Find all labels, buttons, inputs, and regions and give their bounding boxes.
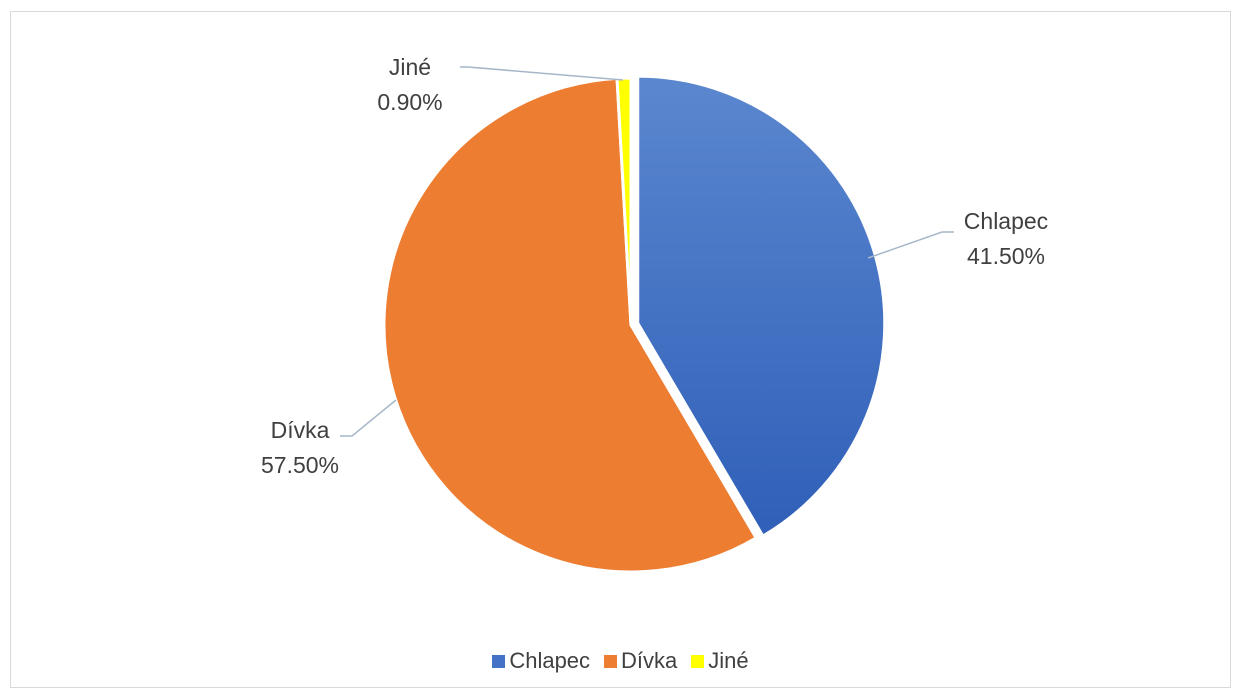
data-label-chlapec-value: 41.50% — [966, 243, 1045, 269]
data-label-chlapec: Chlapec 41.50% — [946, 204, 1066, 274]
data-label-divka-value: 57.50% — [260, 452, 339, 478]
data-label-jine-name: Jiné — [388, 54, 432, 80]
data-label-divka: Dívka 57.50% — [240, 413, 360, 483]
legend-item-divka: Dívka — [604, 648, 677, 674]
data-label-jine: Jiné 0.90% — [360, 50, 460, 120]
leader-line-jine — [460, 66, 624, 81]
leader-lines — [340, 66, 954, 437]
data-label-divka-name: Dívka — [270, 417, 330, 443]
legend: Chlapec Dívka Jiné — [0, 648, 1241, 674]
leader-line-chlapec — [867, 231, 954, 259]
pie-slice-jine — [615, 76, 633, 327]
legend-swatch-jine — [691, 654, 705, 668]
legend-swatch-divka — [604, 654, 618, 668]
legend-item-chlapec: Chlapec — [492, 648, 590, 674]
data-label-chlapec-name: Chlapec — [963, 208, 1049, 234]
pie-slice-chlapec — [636, 74, 887, 538]
pie-slices — [382, 74, 887, 574]
legend-item-jine: Jiné — [691, 648, 749, 674]
legend-label-divka: Dívka — [621, 648, 678, 673]
legend-label-jine: Jiné — [708, 648, 749, 673]
data-label-jine-value: 0.90% — [377, 89, 443, 115]
pie-slice-divka — [382, 76, 758, 574]
leader-line-divka — [340, 399, 397, 437]
legend-label-chlapec: Chlapec — [509, 648, 591, 673]
legend-swatch-chlapec — [492, 654, 506, 668]
